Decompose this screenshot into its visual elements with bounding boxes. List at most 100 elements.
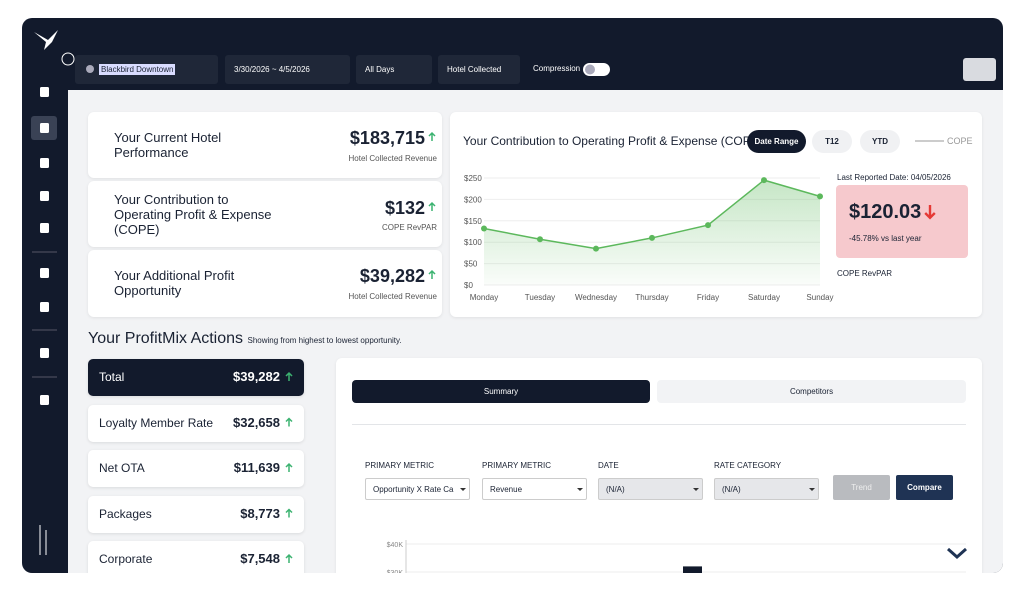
point xyxy=(761,177,767,184)
card-caption: Hotel Collected Revenue xyxy=(348,154,438,163)
arrow-icon xyxy=(285,553,293,563)
last-reported: Last Reported Date: 04/05/2026 xyxy=(837,173,951,182)
x-tick-label: Wednesday xyxy=(575,293,617,302)
action-value: $39,282 xyxy=(233,369,280,384)
filter-select[interactable]: (N/A) xyxy=(598,478,703,500)
filter-select[interactable]: Opportunity X Rate Ca xyxy=(365,478,470,500)
date-select[interactable]: 3/30/2026 ~ 4/5/2026 xyxy=(225,55,350,84)
x-tick-label: Saturday xyxy=(748,293,780,302)
nav-bottom-icon xyxy=(39,525,47,555)
point xyxy=(705,222,711,229)
action-name: Total xyxy=(99,370,125,384)
y-tick-label: $40K xyxy=(387,542,404,549)
actions-subtitle: Showing from highest to lowest opportuni… xyxy=(247,336,402,345)
caret xyxy=(693,488,699,491)
range-button[interactable]: YTD xyxy=(860,130,900,153)
chart-title: Your Contribution to Operating Profit & … xyxy=(463,134,763,148)
card xyxy=(88,181,442,247)
kpi-box xyxy=(836,185,968,258)
nav-icon xyxy=(40,123,49,133)
date-range: 3/30/2026 ~ 4/5/2026 xyxy=(234,65,310,74)
point xyxy=(481,225,487,232)
action-name: Corporate xyxy=(99,552,153,566)
logo xyxy=(34,30,58,50)
action-name: Loyalty Member Rate xyxy=(99,415,214,430)
info-icon xyxy=(86,65,94,73)
x-tick-label: Thursday xyxy=(635,293,668,302)
filter-label: RATE CATEGORY xyxy=(714,461,782,470)
y-tick-label: $0 xyxy=(464,281,473,290)
x-tick-label: Monday xyxy=(470,293,498,302)
filter-select[interactable]: Revenue xyxy=(482,478,587,500)
arrow-icon xyxy=(285,417,293,427)
button[interactable]: Compare xyxy=(896,475,953,500)
area xyxy=(484,180,820,285)
compression-label: Compression xyxy=(533,64,581,73)
button[interactable]: Trend xyxy=(833,475,890,500)
nav-icon xyxy=(40,158,49,168)
x-tick-label: Tuesday xyxy=(525,293,555,302)
point xyxy=(817,193,823,200)
card-title: Your Contribution to Operating Profit & … xyxy=(114,192,272,237)
x-tick-label: Sunday xyxy=(806,293,833,302)
nav-icon xyxy=(40,302,49,312)
range-button[interactable]: Date Range xyxy=(747,130,806,153)
filter-label: PRIMARY METRIC xyxy=(482,461,552,470)
actions-title: Your ProfitMix Actions xyxy=(88,330,244,347)
nav-icon xyxy=(40,395,49,405)
range-button[interactable]: T12 xyxy=(812,130,852,153)
point xyxy=(649,234,655,241)
chevron xyxy=(947,547,967,560)
hotel-name: Blackbird Downtown xyxy=(99,64,176,75)
y-tick-label: $250 xyxy=(464,174,482,183)
download-button[interactable] xyxy=(963,58,996,81)
arrow-icon xyxy=(285,371,293,381)
tab[interactable]: Competitors xyxy=(657,380,966,403)
arrow-icon xyxy=(285,462,293,472)
divider xyxy=(352,424,966,425)
days-select[interactable]: All Days xyxy=(356,55,432,84)
card-value: $183,715 xyxy=(349,128,425,148)
card-value: $132 xyxy=(384,198,425,218)
card-caption: Hotel Collected Revenue xyxy=(348,292,438,301)
toggle-knob xyxy=(585,64,595,75)
caret xyxy=(809,488,815,491)
card xyxy=(88,112,442,178)
kpi-change: -45.78% vs last year xyxy=(849,234,922,243)
nav-icon xyxy=(40,191,49,201)
legend-label: COPE xyxy=(947,136,973,146)
kpi-label: COPE RevPAR xyxy=(837,269,892,278)
arrow-icon xyxy=(924,205,936,220)
action-item[interactable] xyxy=(88,495,304,533)
hotel-select[interactable]: Blackbird Downtown xyxy=(75,55,218,84)
nav-icon xyxy=(40,268,49,278)
point xyxy=(537,236,543,243)
collapse-button xyxy=(61,52,75,66)
point xyxy=(593,245,599,252)
nav-icon xyxy=(40,87,49,97)
action-value: $32,658 xyxy=(233,414,280,430)
bottom-mask xyxy=(0,573,1024,595)
filter-select[interactable]: (N/A) xyxy=(714,478,819,500)
action-item[interactable] xyxy=(88,450,304,487)
bar xyxy=(683,566,702,573)
revenue-select[interactable]: Hotel Collected xyxy=(438,55,520,84)
days: All Days xyxy=(365,65,395,74)
kpi-value: $120.03 xyxy=(849,201,922,223)
card-title: Your Additional Profit Opportunity xyxy=(114,268,235,298)
section-title: Your ProfitMix Actions Showing from high… xyxy=(88,330,402,348)
y-tick-label: $50 xyxy=(464,260,478,269)
filter-label: PRIMARY METRIC xyxy=(365,461,435,470)
tab[interactable]: Summary xyxy=(352,380,650,403)
action-value: $7,548 xyxy=(240,551,280,566)
card-value: $39,282 xyxy=(359,266,425,286)
action-item[interactable] xyxy=(88,359,304,396)
action-value: $11,639 xyxy=(233,460,280,475)
action-item[interactable] xyxy=(88,541,304,578)
filter-label: DATE xyxy=(598,461,619,470)
card xyxy=(88,250,442,317)
arrow-icon xyxy=(428,201,436,211)
action-name: Packages xyxy=(99,506,152,521)
arrow-icon xyxy=(285,508,293,518)
action-item[interactable] xyxy=(88,404,304,442)
